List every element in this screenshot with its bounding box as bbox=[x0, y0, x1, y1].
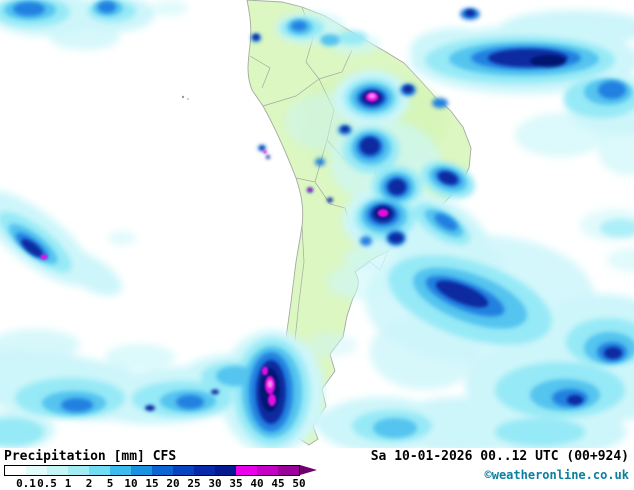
legend-segment bbox=[278, 466, 299, 475]
legend-segment bbox=[26, 466, 47, 475]
legend-labels: 0.1 0.5 1 2 5 10 15 20 25 30 35 40 45 50 bbox=[4, 477, 334, 490]
legend-tick-label: 40 bbox=[250, 477, 264, 490]
legend-tick-label: 45 bbox=[271, 477, 285, 490]
legend-tick-label: 25 bbox=[187, 477, 201, 490]
legend-segment bbox=[68, 466, 89, 475]
legend-segment bbox=[5, 466, 26, 475]
legend-tick-label: 0.1 bbox=[16, 477, 36, 490]
legend-segment bbox=[236, 466, 257, 475]
precip-magenta-layer bbox=[40, 92, 389, 406]
legend-tick-label: 50 bbox=[292, 477, 306, 490]
map-title: Precipitation [mm] CFS bbox=[4, 449, 176, 464]
legend-tick-label: 1 bbox=[64, 477, 72, 490]
map-units-text: [mm] bbox=[113, 449, 145, 464]
legend-arrow bbox=[300, 465, 317, 475]
footer: Precipitation [mm] CFS Sa 10-01-2026 00.… bbox=[0, 448, 634, 490]
legend-segment bbox=[89, 466, 110, 475]
legend-segment bbox=[257, 466, 278, 475]
precipitation-map bbox=[0, 0, 634, 448]
map-model-text: CFS bbox=[152, 449, 177, 464]
legend-segment bbox=[215, 466, 236, 475]
legend-tick-label: 0.5 bbox=[37, 477, 57, 490]
legend-tick-label: 15 bbox=[145, 477, 159, 490]
legend-tick-label: 20 bbox=[166, 477, 180, 490]
legend-tick-label: 5 bbox=[106, 477, 114, 490]
copyright-link[interactable]: ©weatheronline.co.uk bbox=[484, 468, 630, 482]
legend-tick-label: 2 bbox=[85, 477, 93, 490]
datetime-label: Sa 10-01-2026 00..12 UTC (00+924) bbox=[370, 449, 629, 464]
legend-tick-label: 30 bbox=[208, 477, 222, 490]
legend-segment bbox=[194, 466, 215, 475]
map-title-text: Precipitation bbox=[4, 449, 106, 464]
legend: 0.1 0.5 1 2 5 10 15 20 25 30 35 40 45 50 bbox=[4, 465, 334, 490]
legend-segment bbox=[152, 466, 173, 475]
legend-tick-label: 10 bbox=[124, 477, 138, 490]
legend-segment bbox=[47, 466, 68, 475]
island-markers bbox=[181, 95, 189, 100]
legend-segment bbox=[110, 466, 131, 475]
legend-tick-label: 35 bbox=[229, 477, 243, 490]
legend-segment bbox=[131, 466, 152, 475]
legend-bar bbox=[4, 465, 300, 476]
legend-segment bbox=[173, 466, 194, 475]
